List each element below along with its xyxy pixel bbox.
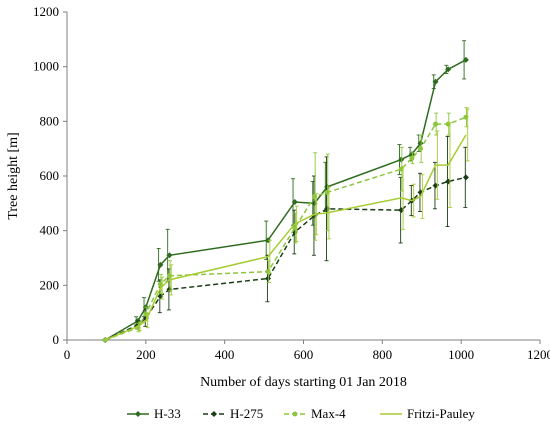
data-point bbox=[157, 281, 163, 287]
series-1 bbox=[102, 135, 469, 343]
x-tick-label: 1000 bbox=[448, 347, 474, 362]
series-layer bbox=[102, 40, 470, 343]
series-2 bbox=[102, 107, 469, 343]
legend-item-1: H-275 bbox=[203, 406, 263, 421]
data-point bbox=[417, 140, 424, 147]
data-point bbox=[418, 146, 424, 152]
data-point bbox=[432, 78, 439, 85]
legend: H-33 H-275 Max-4 Fritzi-Pauley bbox=[127, 406, 475, 421]
series-line bbox=[104, 134, 467, 341]
legend-label: H-275 bbox=[230, 406, 263, 421]
legend-swatch-marker bbox=[211, 411, 217, 417]
legend-swatch-marker bbox=[135, 411, 141, 417]
legend-item-0: H-33 bbox=[127, 406, 181, 421]
series-line bbox=[104, 116, 467, 341]
data-point bbox=[463, 114, 469, 120]
x-tick-label: 800 bbox=[373, 347, 393, 362]
x-tick-label: 200 bbox=[136, 347, 156, 362]
data-point bbox=[157, 261, 164, 268]
data-point bbox=[324, 189, 330, 195]
x-tick-labels: 0 200 400 600 800 1000 1200 bbox=[64, 340, 550, 362]
data-point bbox=[265, 275, 272, 282]
axes bbox=[66, 12, 540, 341]
y-tick-label: 400 bbox=[40, 223, 60, 238]
data-point bbox=[462, 174, 469, 181]
legend-swatch-marker bbox=[292, 411, 298, 417]
data-point bbox=[291, 198, 298, 205]
y-tick-label: 600 bbox=[40, 168, 60, 183]
y-tick-labels: 0 200 400 600 800 1000 1200 bbox=[33, 4, 67, 347]
data-point bbox=[445, 66, 452, 73]
x-tick-label: 0 bbox=[64, 347, 71, 362]
legend-label: H-33 bbox=[154, 406, 181, 421]
data-point bbox=[166, 252, 173, 259]
data-point bbox=[398, 156, 405, 163]
data-point bbox=[398, 166, 404, 172]
legend-item-3: Fritzi-Pauley bbox=[380, 406, 475, 421]
y-tick-label: 1000 bbox=[33, 59, 59, 74]
data-point bbox=[409, 155, 415, 161]
y-tick-label: 800 bbox=[40, 113, 60, 128]
y-tick-label: 1200 bbox=[33, 4, 59, 19]
data-point bbox=[292, 225, 298, 231]
series-3 bbox=[104, 108, 470, 341]
x-tick-label: 400 bbox=[215, 347, 235, 362]
series-line bbox=[104, 176, 467, 341]
x-tick-label: 600 bbox=[294, 347, 314, 362]
data-point bbox=[462, 56, 469, 63]
data-point bbox=[433, 121, 439, 127]
legend-label: Fritzi-Pauley bbox=[407, 406, 475, 421]
legend-label: Max-4 bbox=[311, 406, 346, 421]
y-tick-label: 200 bbox=[40, 277, 60, 292]
data-point bbox=[312, 194, 318, 199]
y-axis-title: Tree height [m] bbox=[6, 132, 21, 219]
legend-item-2: Max-4 bbox=[284, 406, 346, 421]
y-tick-label: 0 bbox=[53, 332, 60, 347]
x-axis-title: Number of days starting 01 Jan 2018 bbox=[200, 375, 407, 390]
x-tick-label: 1200 bbox=[527, 347, 550, 362]
data-point bbox=[166, 273, 172, 279]
